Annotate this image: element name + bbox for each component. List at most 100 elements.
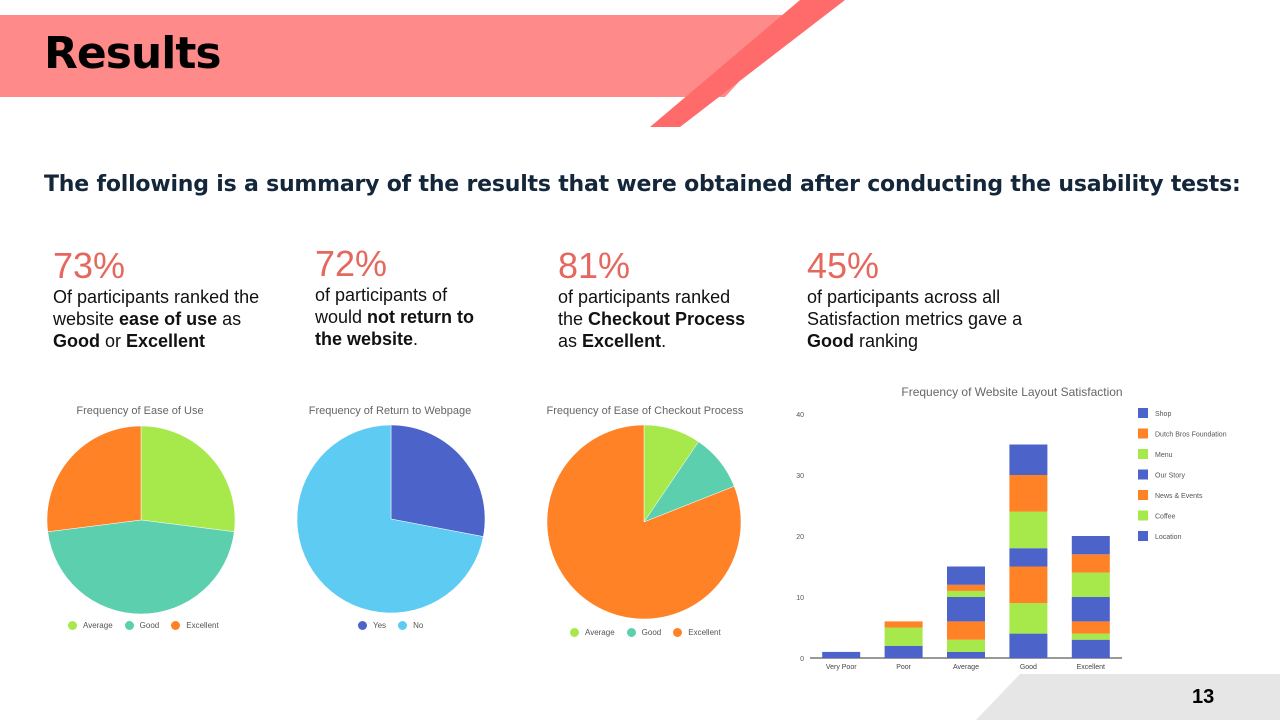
legend-label: Excellent	[688, 628, 721, 637]
pie-slice-average	[140, 425, 236, 533]
stat-emphasis: Checkout Process	[588, 309, 746, 329]
y-tick-label: 20	[796, 534, 804, 541]
legend-swatch	[1138, 490, 1148, 500]
legend-swatch	[1138, 408, 1148, 418]
legend-swatch	[673, 628, 683, 637]
legend-swatch	[358, 621, 367, 630]
bar-segment	[947, 639, 985, 652]
legend-item: Yes	[358, 621, 386, 630]
stat-emphasis: Excellent	[582, 331, 662, 351]
bar-segment	[947, 597, 985, 622]
chart-legend: Average Good Excellent	[570, 628, 721, 637]
legend-swatch	[124, 621, 134, 630]
x-tick-label: Very Poor	[826, 664, 857, 671]
x-tick-label: Poor	[896, 664, 911, 671]
legend-swatch	[626, 628, 636, 637]
stat-description: of participants ranked the Checkout Proc…	[558, 286, 758, 352]
stat-text: as	[217, 309, 242, 329]
legend-label: Good	[139, 621, 160, 630]
bar-segment	[947, 584, 985, 591]
stat-percent: 73%	[53, 245, 126, 286]
header-banner	[0, 0, 845, 127]
stat-description: of participants across all Satisfaction …	[807, 286, 1037, 352]
bar-segment	[1009, 633, 1048, 658]
stat-text: ranking	[854, 331, 919, 351]
bar-segment	[1009, 566, 1048, 604]
stat-text: of participants across all Satisfaction …	[807, 287, 1023, 329]
legend-label: Excellent	[186, 621, 219, 630]
stat-emphasis: not return to the website	[315, 307, 475, 349]
bar-segment	[947, 651, 985, 658]
legend-label: Menu	[1155, 452, 1173, 459]
bar-segment	[947, 566, 985, 585]
x-tick-label: Good	[1020, 664, 1037, 671]
bar-chart-layout-satisfaction: Frequency of Website Layout Satisfaction…	[780, 378, 1250, 678]
chart-title: Frequency of Ease of Use	[76, 405, 204, 417]
stat-text: of participants ranked the	[558, 287, 731, 329]
stat-text: .	[661, 331, 667, 351]
stat-percent: 72%	[315, 243, 388, 284]
page-title: Results	[44, 28, 222, 79]
bar-segment	[947, 621, 985, 640]
legend-label: Average	[83, 621, 113, 630]
stat-text: of participants of would	[315, 285, 448, 327]
legend-label: Dutch Bros Foundation	[1155, 432, 1227, 439]
y-tick-label: 40	[796, 412, 804, 419]
bar-segment	[1071, 536, 1110, 555]
legend-label: Yes	[373, 621, 387, 630]
legend-label: Coffee	[1155, 514, 1176, 521]
stat-emphasis: Good	[807, 331, 854, 351]
legend-swatch	[1138, 510, 1148, 521]
x-tick-label: Excellent	[1077, 664, 1105, 671]
x-axis: Very Poor Poor Average Good Excellent	[826, 664, 1105, 671]
bar-segment	[1071, 633, 1110, 640]
stat-text: .	[413, 329, 419, 349]
pie-svg	[546, 424, 742, 620]
bar-segment	[1071, 554, 1110, 573]
bars	[822, 444, 1110, 658]
footer-band	[976, 674, 1280, 720]
legend-swatch	[1138, 531, 1148, 541]
page-number: 13	[1192, 686, 1215, 708]
legend-item: Excellent	[673, 628, 721, 637]
stat-emphasis: Good	[53, 331, 100, 351]
stat-satisfaction: 45% of participants across all Satisfact…	[807, 246, 1037, 352]
stat-text: or	[100, 331, 127, 351]
legend-swatch	[171, 621, 181, 630]
bar-segment	[884, 645, 923, 658]
stat-percent: 45%	[807, 245, 880, 286]
legend-label: Shop	[1155, 411, 1171, 418]
bar-segment	[1009, 475, 1048, 512]
legend-label: No	[413, 621, 424, 630]
page-subtitle: The following is a summary of the result…	[44, 172, 1241, 197]
bar-segment	[1071, 621, 1110, 634]
legend-label: Location	[1155, 534, 1182, 541]
pie-svg	[296, 424, 486, 614]
stat-emphasis: Excellent	[126, 331, 206, 351]
bar-segment	[1071, 572, 1110, 597]
bar-segment	[947, 590, 985, 597]
pie-chart-checkout: Frequency of Ease of Checkout Process Av…	[540, 400, 750, 645]
legend-swatch	[1138, 449, 1148, 459]
x-tick-label: Average	[953, 664, 979, 671]
chart-title: Frequency of Return to Webpage	[308, 405, 472, 417]
chart-legend: Shop Dutch Bros Foundation Menu Our Story Ne…	[1138, 408, 1227, 541]
pie-chart-return: Frequency of Return to Webpage Yes No	[290, 400, 490, 640]
chart-legend: Average Good Excellent	[68, 621, 219, 630]
bar-svg: Frequency of Website Layout Satisfaction…	[796, 385, 1227, 671]
y-tick-label: 30	[796, 473, 804, 480]
bar-segment	[822, 651, 861, 658]
bar-segment	[1009, 548, 1048, 567]
bar-segment	[1009, 603, 1048, 634]
stat-text: as	[558, 331, 583, 351]
stat-return: 72% of participants of would not return …	[315, 244, 495, 350]
bar-segment	[1009, 511, 1048, 549]
stat-checkout: 81% of participants ranked the Checkout …	[558, 246, 758, 352]
legend-swatch	[398, 621, 408, 630]
pie-svg	[46, 425, 236, 615]
legend-item: Good	[626, 628, 661, 637]
stat-ease-of-use: 73% Of participants ranked the website e…	[53, 246, 268, 352]
legend-item: Good	[124, 621, 160, 630]
legend-swatch	[570, 628, 579, 637]
stat-percent: 81%	[558, 245, 631, 286]
